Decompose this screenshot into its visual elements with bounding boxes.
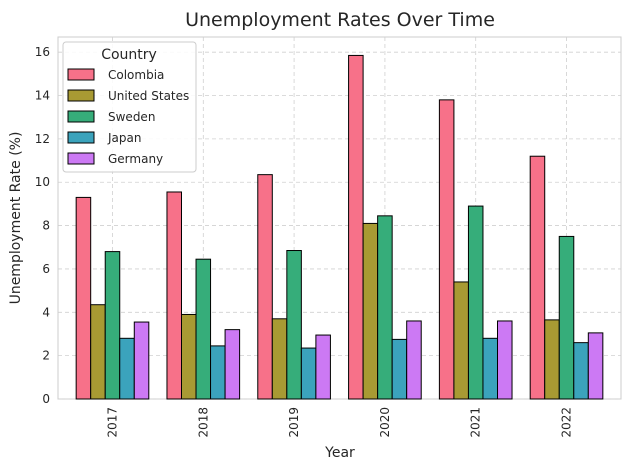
bar-colombia-2019 [257,174,273,400]
legend-items: Colombia United States Sweden Japan Germany [67,68,189,166]
bar-colombia-2021 [438,99,455,400]
y-tick-label: 16 [35,45,50,59]
legend-label: United States [108,89,189,103]
legend-frame [62,41,197,173]
bar-united-states-2021 [453,281,469,400]
bar-united-states-2022 [544,319,560,400]
x-tick-label: 2018 [196,407,210,438]
bar-japan-2020 [391,338,408,400]
legend-label: Japan [107,131,141,145]
bar-colombia-2018 [166,191,182,400]
bar-united-states-2017 [90,304,106,400]
bar-germany-2017 [133,321,150,400]
bar-japan-2017 [119,337,135,400]
x-tick-label: 2021 [469,407,483,438]
x-tick-label: 2020 [378,407,392,438]
bar-sweden-2017 [104,251,121,400]
legend-swatch [67,131,95,144]
y-tick-label: 14 [35,89,50,103]
y-tick-label: 8 [42,219,50,233]
x-tick-label: 2019 [287,407,301,438]
legend-swatch [67,152,95,165]
chart-title: Unemployment Rates Over Time [185,9,495,31]
bar-japan-2019 [300,347,317,400]
y-tick-label: 2 [42,349,50,363]
bar-japan-2018 [210,345,226,400]
bar-colombia-2017 [75,196,92,400]
bar-sweden-2022 [558,235,575,400]
y-tick-label: 4 [42,305,50,319]
bar-germany-2021 [497,320,513,400]
bar-united-states-2020 [362,222,379,400]
x-tick-label: 2022 [560,407,574,438]
y-tick-label: 12 [35,132,50,146]
y-tick-label: 10 [35,175,50,189]
x-tick-label: 2017 [105,407,119,438]
legend-swatch [67,89,95,102]
bar-sweden-2018 [195,258,212,400]
legend: Country Colombia United States Sweden Japan… [62,41,197,173]
bar-japan-2021 [482,337,499,400]
bars [75,54,604,400]
legend-swatch [67,110,95,123]
bar-japan-2022 [573,342,589,400]
legend-label: Colombia [108,68,164,82]
x-axis-label: Year [324,445,355,461]
legend-swatch [67,68,95,81]
bar-sweden-2019 [286,250,302,400]
bar-colombia-2022 [529,155,546,400]
y-tick-label: 6 [42,262,50,276]
legend-label: Sweden [108,110,155,124]
y-axis-ticks: 0 2 4 6 8 10 12 14 16 [35,45,50,406]
y-tick-label: 0 [42,392,50,406]
bar-sweden-2020 [377,215,393,400]
bar-united-states-2018 [180,313,197,400]
bar-germany-2020 [406,320,422,400]
x-axis-ticks: 2017 2018 2019 2020 2021 2022 [105,407,573,438]
bar-germany-2018 [224,329,241,400]
bar-germany-2019 [315,334,331,400]
bar-sweden-2021 [467,205,484,400]
bar-germany-2022 [587,332,604,400]
legend-label: Germany [108,152,163,166]
bar-united-states-2019 [271,318,288,400]
bar-colombia-2020 [348,54,364,400]
y-axis-label: Unemployment Rate (%) [8,132,24,305]
legend-title: Country [101,47,157,63]
